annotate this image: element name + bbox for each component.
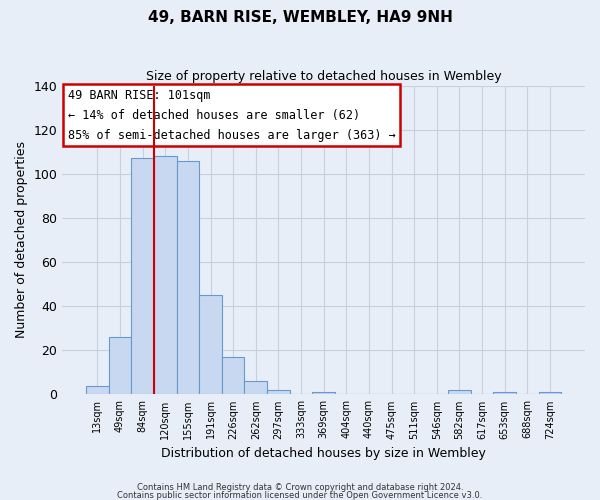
Bar	[222, 357, 244, 395]
Bar	[313, 392, 335, 394]
Bar	[131, 158, 154, 394]
Bar	[244, 381, 267, 394]
X-axis label: Distribution of detached houses by size in Wembley: Distribution of detached houses by size …	[161, 447, 486, 460]
Text: Contains HM Land Registry data © Crown copyright and database right 2024.: Contains HM Land Registry data © Crown c…	[137, 484, 463, 492]
Bar	[539, 392, 561, 394]
Bar	[493, 392, 516, 394]
Y-axis label: Number of detached properties: Number of detached properties	[15, 142, 28, 338]
Text: 49 BARN RISE: 101sqm
← 14% of detached houses are smaller (62)
85% of semi-detac: 49 BARN RISE: 101sqm ← 14% of detached h…	[68, 88, 395, 142]
Bar	[267, 390, 290, 394]
Bar	[199, 295, 222, 394]
Bar	[109, 337, 131, 394]
Text: 49, BARN RISE, WEMBLEY, HA9 9NH: 49, BARN RISE, WEMBLEY, HA9 9NH	[148, 10, 452, 25]
Bar	[448, 390, 471, 394]
Bar	[176, 160, 199, 394]
Bar	[86, 386, 109, 394]
Bar	[154, 156, 176, 394]
Title: Size of property relative to detached houses in Wembley: Size of property relative to detached ho…	[146, 70, 502, 83]
Text: Contains public sector information licensed under the Open Government Licence v3: Contains public sector information licen…	[118, 490, 482, 500]
